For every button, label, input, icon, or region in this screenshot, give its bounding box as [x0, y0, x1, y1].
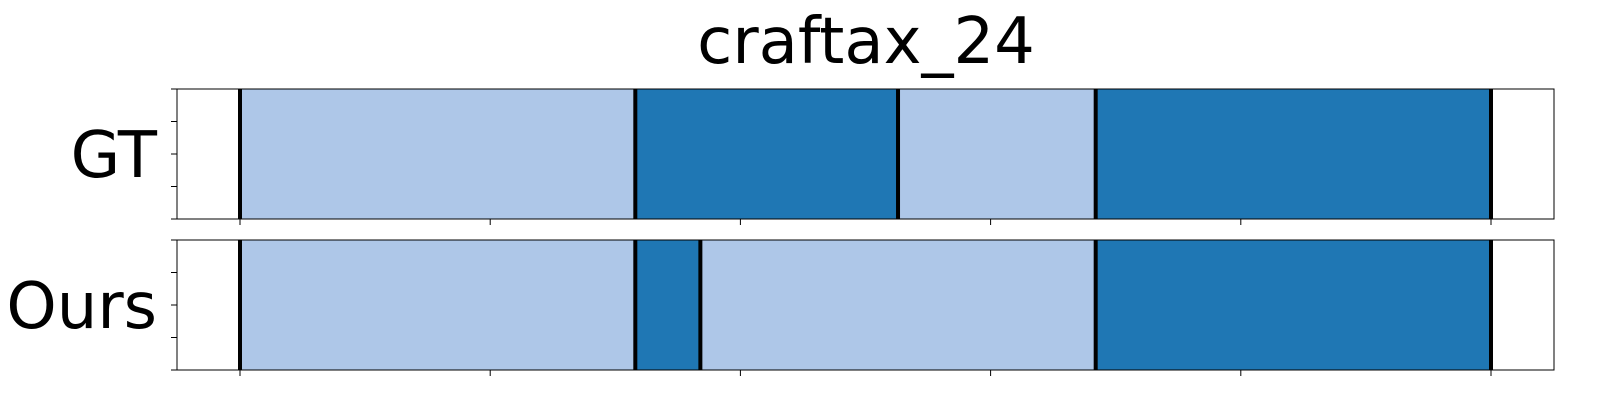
- segment-0-1: [635, 89, 899, 219]
- row-1: Ours: [6, 239, 1555, 376]
- segment-1-1: [635, 240, 701, 370]
- row-label-0: GT: [71, 119, 158, 193]
- segment-1-3: [1095, 240, 1491, 370]
- segment-0-2: [898, 89, 1096, 219]
- row-0: GT: [71, 88, 1555, 225]
- rows-layer: GT Ours: [6, 88, 1555, 376]
- row-label-1: Ours: [6, 270, 157, 344]
- segment-0-3: [1095, 89, 1491, 219]
- segment-0-0: [240, 89, 636, 219]
- chart-title: craftax_24: [697, 5, 1035, 79]
- segment-1-0: [240, 240, 636, 370]
- segment-1-2: [700, 240, 1096, 370]
